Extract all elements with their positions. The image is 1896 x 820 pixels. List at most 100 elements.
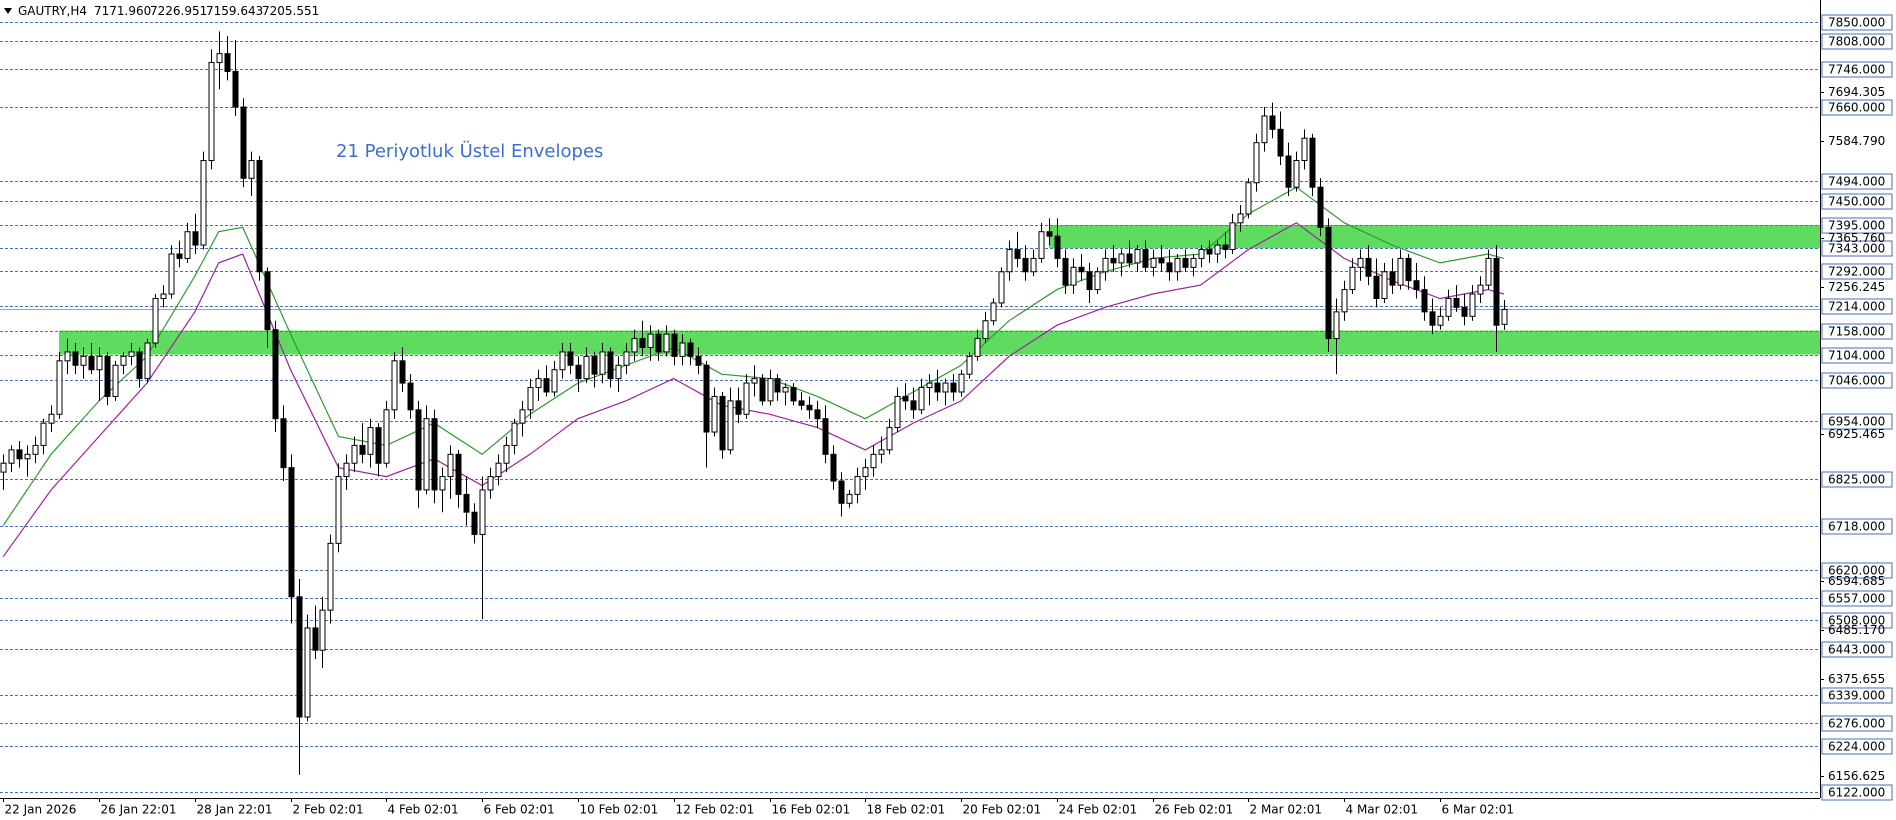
candle-body	[751, 378, 758, 384]
candle-body	[655, 333, 662, 353]
candle-body	[399, 360, 406, 384]
symbol: GAUTRY,H4	[18, 4, 87, 18]
candle-body	[319, 609, 326, 651]
candle-body	[1397, 257, 1404, 286]
x-tick-label: 26 Feb 02:01	[1155, 803, 1234, 817]
candle-body	[280, 418, 287, 469]
candle-body	[1054, 235, 1061, 259]
price-label-box	[1821, 61, 1893, 78]
annotation: 21 Periyotluk Üstel Envelopes	[336, 140, 603, 162]
menu-arrow[interactable]	[4, 8, 12, 14]
candle-body	[543, 378, 550, 393]
price-label: 6954.000	[1828, 415, 1885, 429]
candle-body	[1038, 231, 1045, 259]
candle-body	[1469, 293, 1476, 317]
candle-body	[894, 395, 901, 429]
candle-body	[1389, 271, 1396, 286]
candle-body	[814, 409, 821, 420]
candle-body	[599, 351, 606, 375]
candle-body	[1381, 271, 1388, 299]
candle-body	[1373, 275, 1380, 299]
x-tick-label: 16 Feb 02:01	[772, 803, 851, 817]
candle-body	[367, 427, 374, 455]
candle-body	[1006, 249, 1013, 273]
candle-body	[1166, 262, 1173, 273]
price-label: 6620.000	[1828, 564, 1885, 578]
candle-body	[998, 271, 1005, 304]
candle-body	[144, 342, 151, 380]
candle-body	[1277, 128, 1284, 157]
candle-body	[391, 360, 398, 411]
candle-body	[463, 493, 470, 513]
header: GAUTRY,H4 7171.960 7226.951 7159.643 720…	[18, 4, 319, 18]
candle-body	[567, 351, 574, 366]
candle-body	[1453, 297, 1460, 308]
price-label-box	[1821, 738, 1893, 755]
candle-body	[24, 453, 31, 460]
candle-body	[1253, 142, 1260, 184]
y-tick-label: 7256.245	[1828, 280, 1885, 294]
candle-body	[1285, 155, 1292, 188]
price-label-box	[1821, 323, 1893, 340]
x-tick-label: 26 Jan 22:01	[101, 803, 177, 817]
candle-body	[208, 62, 215, 161]
x-tick-label: 10 Feb 02:01	[580, 803, 659, 817]
candle-body	[870, 453, 877, 469]
price-label: 6443.000	[1828, 643, 1885, 657]
candle-body	[335, 476, 342, 544]
candle-body	[607, 351, 614, 380]
price-label-box	[1821, 33, 1893, 50]
price-label-box	[1821, 217, 1893, 234]
price-label: 7214.000	[1828, 300, 1885, 314]
candle-body	[1245, 182, 1252, 215]
candle-body	[72, 351, 79, 366]
candle-body	[152, 297, 159, 344]
price-label-box	[1821, 641, 1893, 658]
candle-body	[1237, 213, 1244, 224]
candle-body	[64, 351, 71, 362]
price-label: 7292.000	[1828, 265, 1885, 279]
candle-body	[479, 489, 486, 535]
candles	[0, 31, 1508, 775]
candle-body	[1413, 280, 1420, 291]
candle-body	[1030, 257, 1037, 273]
candle-body	[40, 422, 47, 446]
candle-body	[1437, 315, 1444, 326]
candle-body	[415, 409, 422, 491]
candle-body	[375, 427, 382, 464]
price-label-box	[1821, 784, 1893, 801]
x-tick-label: 4 Mar 02:01	[1346, 803, 1419, 817]
candle-body	[846, 493, 853, 504]
price-label-box	[1821, 562, 1893, 579]
candle-body	[575, 364, 582, 380]
candle-body	[1062, 257, 1069, 286]
x-tick-label: 28 Jan 22:01	[197, 803, 273, 817]
candle-body	[1301, 137, 1308, 161]
price-label: 6339.000	[1828, 689, 1885, 703]
candle-body	[256, 159, 263, 273]
candle-body	[719, 395, 726, 451]
candle-body	[224, 53, 231, 72]
candle-body	[966, 355, 973, 375]
candle-body	[1333, 311, 1340, 340]
candle-body	[1429, 311, 1436, 326]
y-tick-label: 6375.655	[1828, 672, 1885, 686]
candle-body	[495, 462, 502, 478]
candle-body	[1493, 257, 1500, 326]
candle-body	[423, 418, 430, 491]
candle-body	[862, 467, 869, 478]
candle-body	[695, 355, 702, 366]
x-tick-label: 6 Feb 02:01	[484, 803, 555, 817]
x-tick-label: 22 Jan 2026	[5, 803, 77, 817]
candle-body	[1317, 186, 1324, 228]
close-price: 7205.551	[262, 4, 319, 18]
candle-body	[1461, 306, 1468, 317]
price-label: 7660.000	[1828, 101, 1885, 115]
y-tick-label: 6156.625	[1828, 769, 1885, 783]
price-label-box	[1821, 240, 1893, 257]
candle-body	[136, 351, 143, 380]
candle-body	[1341, 289, 1348, 313]
envelope-line	[2, 186, 1505, 526]
